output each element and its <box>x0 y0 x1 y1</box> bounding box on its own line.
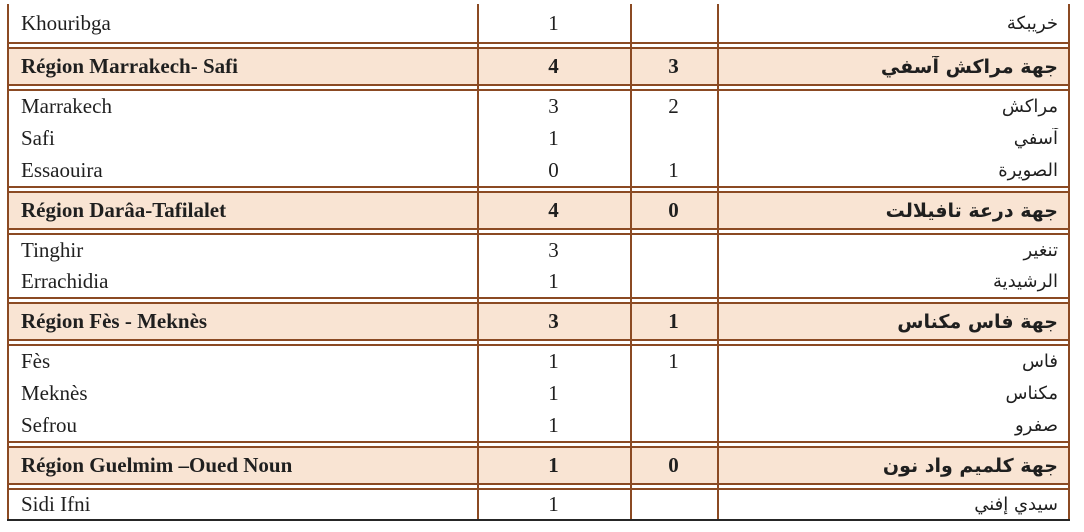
table-row: Sefrou 1 صفرو <box>7 410 1070 443</box>
cell-name-fr: Essaouira <box>21 158 103 182</box>
cell-count-primary: 3 <box>548 94 559 118</box>
table-row: Essaouira 0 1 الصويرة <box>7 155 1070 188</box>
cell-name-fr: Région Darâa-Tafilalet <box>21 198 227 222</box>
cell-name-fr: Marrakech <box>21 94 112 118</box>
cell-count-secondary: 0 <box>668 198 679 222</box>
cell-count-primary: 3 <box>548 238 559 262</box>
cell-count-primary: 1 <box>548 381 559 405</box>
cell-name-fr: Sefrou <box>21 413 77 437</box>
table-row: Sidi Ifni 1 سيدي إفني <box>7 488 1070 521</box>
cell-count-primary: 1 <box>548 349 559 373</box>
cell-name-ar: فاس <box>1021 351 1058 372</box>
cell-count-primary: 3 <box>548 309 559 333</box>
cell-name-ar: جهة مراكش آسفي <box>880 55 1058 78</box>
cell-count-primary: 4 <box>548 54 559 78</box>
cell-count-secondary: 1 <box>668 158 679 182</box>
cell-name-fr: Région Guelmim –Oued Noun <box>21 453 293 477</box>
cell-name-ar: خريبكة <box>1006 12 1058 34</box>
table-row: Fès 1 1 فاس <box>7 344 1070 377</box>
cell-count-primary: 1 <box>548 269 559 293</box>
cell-count-secondary: 3 <box>668 54 679 78</box>
cell-name-ar: مكناس <box>1005 383 1058 404</box>
table-row: Errachidia 1 الرشيدية <box>7 266 1070 299</box>
cell-count-secondary: 1 <box>668 349 679 373</box>
cell-count-primary: 4 <box>548 198 559 222</box>
cell-name-fr: Sidi Ifni <box>21 492 91 516</box>
cell-count-primary: 1 <box>548 492 559 516</box>
cell-count-secondary: 2 <box>668 94 679 118</box>
regions-table: Khouribga 1 خريبكة Région Marrakech- Saf… <box>7 4 1070 521</box>
cell-count-primary: 1 <box>548 453 559 477</box>
cell-name-ar: تنغير <box>1023 240 1059 261</box>
cell-count-secondary: 0 <box>668 453 679 477</box>
cell-count-secondary: 1 <box>668 309 679 333</box>
cell-count-primary: 1 <box>548 126 559 150</box>
cell-name-fr: Région Marrakech- Safi <box>21 54 238 78</box>
cell-name-fr: Errachidia <box>21 269 109 293</box>
cell-name-fr: Khouribga <box>21 10 111 35</box>
table-row: Marrakech 3 2 مراكش <box>7 89 1070 122</box>
cell-name-ar: مراكش <box>1001 96 1058 117</box>
cell-count-primary: 0 <box>548 158 559 182</box>
cell-name-ar: جهة درعة تافيلالت <box>885 199 1058 222</box>
table-row: Safi 1 آسفي <box>7 122 1070 155</box>
cell-name-fr: Tinghir <box>21 238 84 262</box>
cell-count-primary: 1 <box>548 413 559 437</box>
cell-name-ar: الرشيدية <box>992 271 1058 292</box>
cell-name-fr: Safi <box>21 126 55 150</box>
cell-count-primary: 1 <box>548 10 559 35</box>
cell-name-ar: آسفي <box>1013 128 1058 149</box>
cell-name-ar: جهة كلميم واد نون <box>882 454 1058 477</box>
cell-name-ar: الصويرة <box>998 160 1058 181</box>
cell-name-ar: صفرو <box>1014 415 1058 436</box>
cell-name-fr: Meknès <box>21 381 88 405</box>
cell-name-fr: Région Fès - Meknès <box>21 309 208 333</box>
cell-name-fr: Fès <box>21 349 51 373</box>
table-row: Meknès 1 مكناس <box>7 377 1070 410</box>
region-header-row: Région Fès - Meknès 3 1 جهة فاس مكناس <box>7 302 1070 341</box>
region-header-row: Région Darâa-Tafilalet 4 0 جهة درعة تافي… <box>7 191 1070 230</box>
region-header-row: Région Marrakech- Safi 4 3 جهة مراكش آسف… <box>7 47 1070 86</box>
table-row: Tinghir 3 تنغير <box>7 233 1070 266</box>
cell-name-ar: جهة فاس مكناس <box>897 310 1058 333</box>
cell-name-ar: سيدي إفني <box>974 494 1058 515</box>
region-header-row: Région Guelmim –Oued Noun 1 0 جهة كلميم … <box>7 446 1070 485</box>
table-row: Khouribga 1 خريبكة <box>7 4 1070 44</box>
